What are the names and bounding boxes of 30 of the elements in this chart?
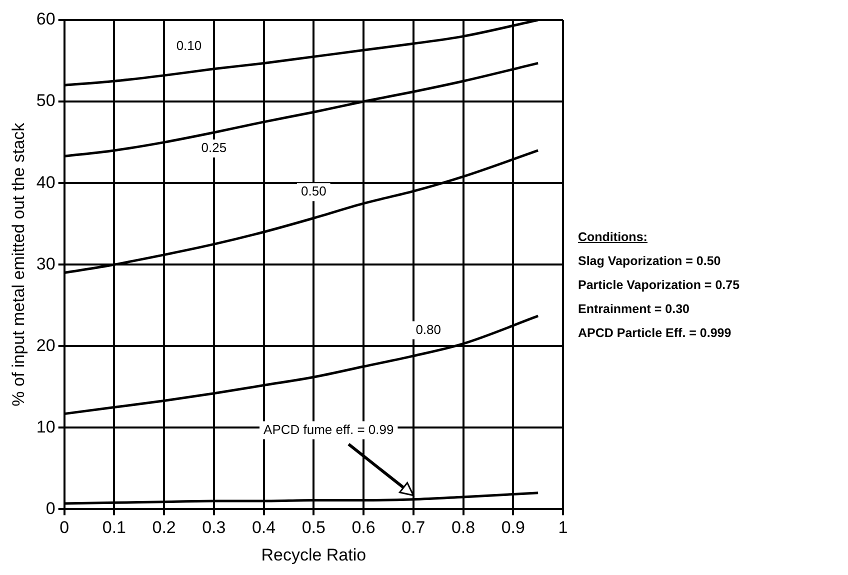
x-axis-title: Recycle Ratio [261,545,366,564]
series-label: 0.25 [201,140,227,156]
x-tick-label: 1 [558,518,568,538]
y-tick-label: 20 [36,336,56,355]
text: Slag Vaporization = 0.50 [578,253,722,270]
y-tick-label: 10 [36,417,56,436]
y-tick-label: 50 [36,91,56,110]
x-tick-label: 0.2 [152,518,176,538]
y-axis-title: % of input metal emitted out the stack [8,122,28,406]
text: Conditions: [578,229,648,246]
y-tick-label: 60 [36,10,56,29]
x-tick-label: 0.3 [202,518,226,538]
x-tick-label: 0.6 [352,518,376,538]
text: Particle Vaporization = 0.75 [578,277,740,294]
x-tick-label: 0.1 [102,518,126,538]
series-label: 0.10 [176,38,202,53]
series-label: 0.50 [301,184,326,199]
y-tick-label: 30 [36,254,56,274]
x-tick-label: 0.5 [302,518,326,538]
y-tick-label: 40 [36,172,56,192]
series-label: 0.80 [416,322,442,337]
y-tick-label: 0 [46,498,56,518]
text: Entrainment = 0.30 [578,301,690,318]
x-tick-label: 0.8 [451,518,476,538]
x-tick-label: 0.7 [402,518,426,538]
text: APCD Particle Eff. = 0.999 [578,325,732,342]
x-tick-label: 0.4 [252,518,276,538]
x-tick-label: 0.9 [501,518,525,538]
x-tick-label: 0 [60,518,70,538]
text: APCD fume eff. = 0.99 [264,422,394,437]
